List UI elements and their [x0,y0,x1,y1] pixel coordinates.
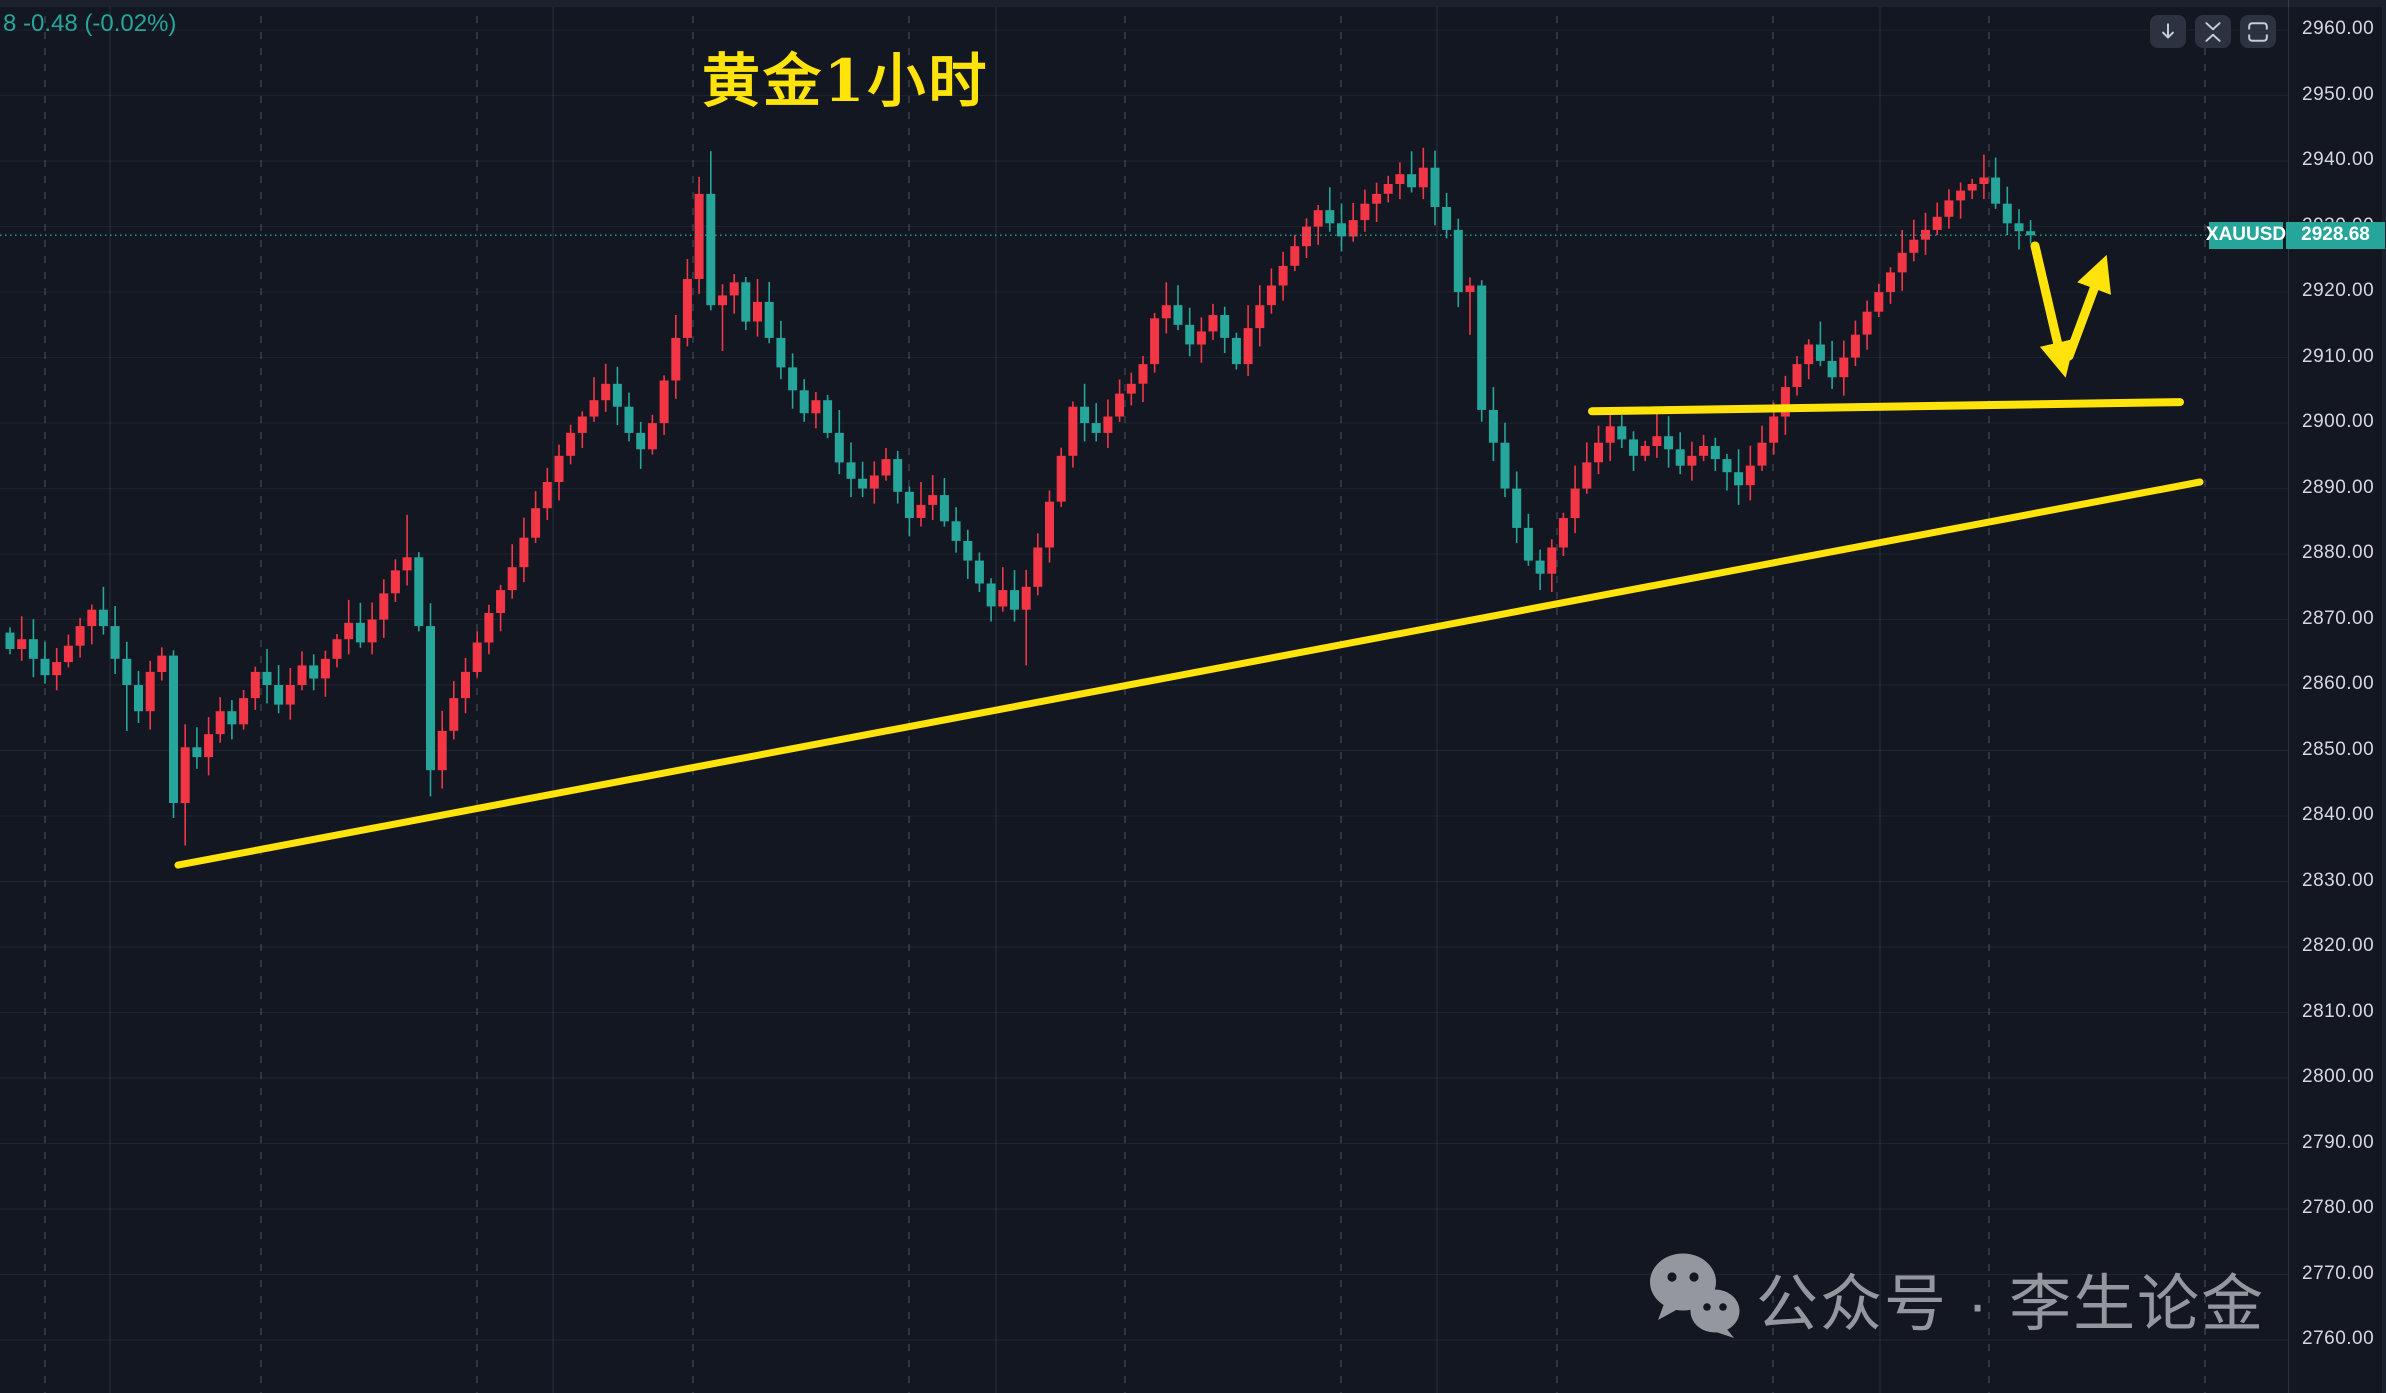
price-axis-label: 2810.00 [2302,1000,2375,1022]
price-axis-label: 2890.00 [2302,476,2375,498]
chart-toolbar [2150,15,2276,48]
price-tag-symbol: XAUUSD [2206,221,2286,249]
price-axis-label: 2900.00 [2302,411,2375,433]
price-axis-label: 2830.00 [2302,869,2375,891]
price-axis-label: 2880.00 [2302,542,2375,564]
price-axis-label: 2870.00 [2302,607,2375,629]
price-axis-label: 2860.00 [2302,673,2375,694]
price-axis-label: 2850.00 [2302,738,2375,760]
price-axis-label: 2820.00 [2302,935,2375,956]
price-tag-value: 2928.68 [2286,221,2385,249]
price-axis-border [2288,0,2289,1393]
top-strip [0,0,2386,7]
price-axis-label: 2780.00 [2302,1197,2375,1218]
fullscreen-icon [2247,21,2269,43]
right-edge-strip [2382,0,2386,1393]
fullscreen-button[interactable] [2240,15,2276,48]
chart-title: 黄金1小时 [702,47,990,115]
price-axis-label: 2940.00 [2302,149,2375,171]
price-axis-label: 2800.00 [2302,1066,2375,1087]
collapse-icon [2202,21,2224,43]
price-axis-label: 2790.00 [2302,1131,2375,1153]
download-icon [2157,21,2179,43]
price-axis-label: 2920.00 [2302,280,2375,302]
price-axis-label: 2770.00 [2302,1262,2375,1284]
download-button[interactable] [2150,15,2186,48]
ticker-change-readout: 8 -0.48 (-0.02%) [3,10,177,37]
price-axis[interactable]: 2960.002950.002940.002930.002920.002910.… [2289,0,2386,1393]
watermark-text: 公众号 · 李生论金 [1756,1269,2266,1339]
price-axis-label: 2950.00 [2302,83,2375,105]
last-price-tag: XAUUSD 2928.68 [2206,221,2385,249]
price-axis-label: 2760.00 [2302,1328,2375,1349]
price-axis-label: 2910.00 [2302,345,2375,367]
collapse-panes-button[interactable] [2195,15,2231,48]
watermark: 公众号 · 李生论金 [1648,1252,2265,1343]
price-axis-label: 2960.00 [2302,18,2375,40]
price-axis-label: 2840.00 [2302,804,2375,825]
wechat-icon [1648,1252,1740,1343]
